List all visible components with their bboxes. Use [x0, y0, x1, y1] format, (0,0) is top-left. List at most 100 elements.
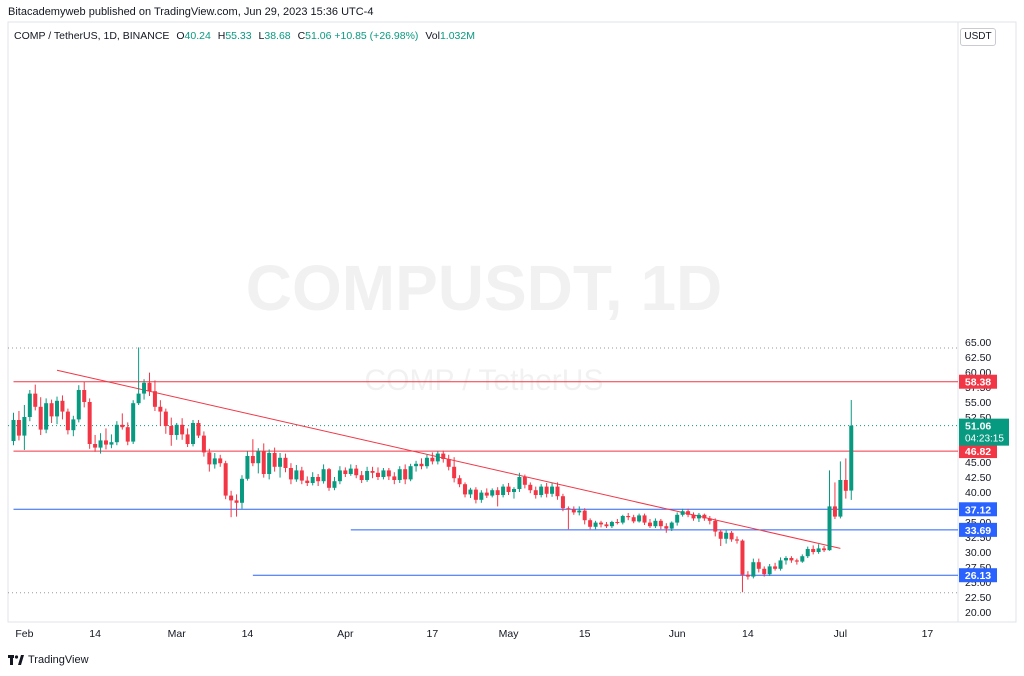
candle[interactable]	[626, 513, 631, 521]
candle[interactable]	[359, 471, 364, 483]
candle[interactable]	[707, 516, 712, 525]
candle[interactable]	[555, 482, 560, 500]
candle[interactable]	[381, 468, 386, 480]
candle[interactable]	[16, 411, 21, 441]
candle[interactable]	[234, 494, 239, 517]
candle[interactable]	[593, 520, 598, 530]
candle[interactable]	[446, 454, 451, 471]
candle[interactable]	[473, 487, 478, 504]
candle[interactable]	[582, 508, 587, 525]
candle[interactable]	[267, 449, 272, 480]
candle[interactable]	[724, 530, 729, 544]
candle[interactable]	[120, 413, 125, 430]
candle[interactable]	[245, 451, 250, 481]
candle[interactable]	[87, 398, 92, 449]
candle[interactable]	[827, 470, 832, 551]
candle[interactable]	[82, 381, 87, 408]
candle[interactable]	[114, 421, 119, 446]
candle[interactable]	[49, 399, 54, 423]
candle[interactable]	[713, 518, 718, 537]
candle[interactable]	[169, 417, 174, 446]
candle[interactable]	[22, 405, 27, 450]
candle[interactable]	[756, 558, 761, 573]
candle[interactable]	[397, 466, 402, 483]
candle[interactable]	[386, 468, 391, 480]
candle[interactable]	[566, 506, 571, 530]
candle[interactable]	[207, 448, 212, 472]
candle[interactable]	[27, 390, 32, 422]
candle[interactable]	[778, 557, 783, 571]
candle[interactable]	[348, 464, 353, 476]
candle[interactable]	[669, 521, 674, 531]
candle[interactable]	[163, 408, 168, 434]
candle[interactable]	[843, 458, 848, 499]
candle[interactable]	[745, 571, 750, 580]
candle[interactable]	[212, 453, 217, 469]
candle[interactable]	[11, 412, 16, 446]
candle[interactable]	[599, 520, 604, 528]
candle[interactable]	[468, 487, 473, 498]
candle[interactable]	[577, 506, 582, 516]
candle[interactable]	[664, 523, 669, 533]
candle[interactable]	[142, 379, 147, 400]
candle[interactable]	[762, 566, 767, 577]
candle[interactable]	[506, 483, 511, 495]
candle[interactable]	[152, 380, 157, 411]
candle[interactable]	[299, 466, 304, 485]
candle[interactable]	[740, 539, 745, 593]
tradingview-brand[interactable]: TradingView	[8, 654, 89, 666]
candle[interactable]	[571, 506, 576, 515]
candle[interactable]	[294, 465, 299, 482]
candle[interactable]	[686, 508, 691, 518]
candle[interactable]	[484, 488, 489, 498]
candle[interactable]	[539, 484, 544, 498]
candle[interactable]	[751, 558, 756, 579]
candle[interactable]	[647, 519, 652, 528]
candle[interactable]	[60, 395, 65, 420]
candle[interactable]	[354, 465, 359, 479]
candle[interactable]	[343, 467, 348, 477]
candle[interactable]	[822, 546, 827, 552]
candle[interactable]	[430, 452, 435, 465]
candle[interactable]	[816, 544, 821, 554]
currency-button[interactable]: USDT	[960, 28, 996, 46]
candle[interactable]	[71, 415, 76, 437]
candle[interactable]	[93, 435, 98, 452]
candle[interactable]	[109, 434, 114, 449]
candle[interactable]	[631, 514, 636, 524]
candle[interactable]	[691, 512, 696, 521]
candle[interactable]	[408, 463, 413, 482]
candle[interactable]	[310, 472, 315, 486]
candle[interactable]	[332, 477, 337, 491]
candle[interactable]	[229, 490, 234, 518]
candle[interactable]	[33, 384, 38, 411]
candle[interactable]	[180, 418, 185, 440]
candle[interactable]	[620, 514, 625, 525]
candle[interactable]	[773, 562, 778, 571]
candle[interactable]	[424, 454, 429, 469]
candle[interactable]	[642, 513, 647, 525]
candle[interactable]	[783, 556, 788, 565]
candle[interactable]	[327, 468, 332, 491]
candle[interactable]	[185, 428, 190, 447]
candle[interactable]	[609, 520, 614, 528]
symbol-name[interactable]: COMP / TetherUS, 1D, BINANCE	[14, 30, 170, 42]
candle[interactable]	[375, 467, 380, 480]
candle[interactable]	[103, 428, 108, 450]
candle[interactable]	[718, 529, 723, 546]
candle[interactable]	[321, 464, 326, 484]
candle[interactable]	[811, 545, 816, 555]
candle[interactable]	[528, 482, 533, 494]
candle[interactable]	[550, 483, 555, 497]
candle[interactable]	[849, 400, 854, 500]
candle[interactable]	[522, 474, 527, 489]
candle[interactable]	[55, 396, 60, 425]
candle[interactable]	[800, 554, 805, 563]
candle[interactable]	[838, 461, 843, 519]
candle[interactable]	[588, 518, 593, 530]
candle[interactable]	[392, 472, 397, 485]
candle[interactable]	[98, 433, 103, 454]
candle[interactable]	[544, 483, 549, 498]
candle[interactable]	[38, 397, 43, 435]
